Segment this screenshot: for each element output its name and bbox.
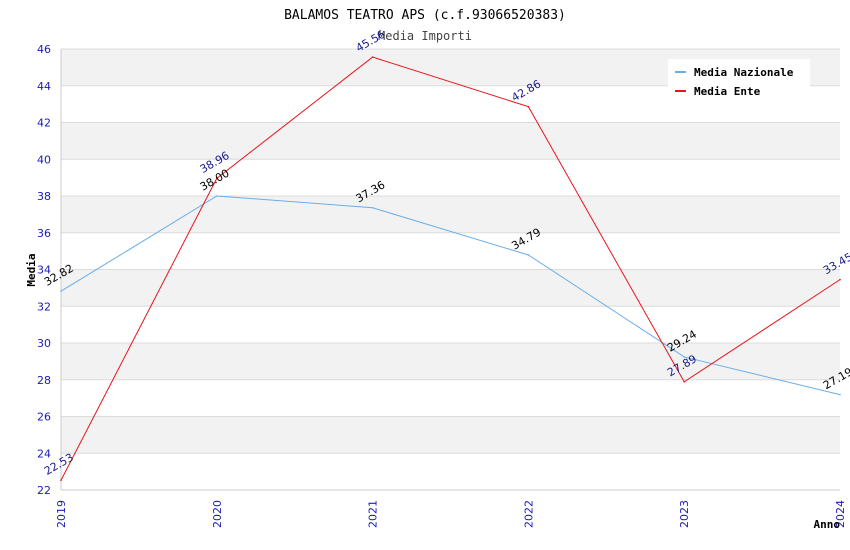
- series-line: [60, 195, 841, 396]
- x-tick-label: 2021: [367, 500, 380, 528]
- grid-band: [61, 306, 840, 343]
- y-tick-label: 44: [37, 80, 51, 93]
- grid-band: [61, 232, 840, 270]
- data-point: [683, 380, 685, 383]
- x-tick-label: 2022: [522, 500, 535, 528]
- data-point: [527, 254, 530, 256]
- series-line: [60, 56, 841, 481]
- x-tick-label: 2020: [211, 500, 224, 528]
- x-tick-label: 2019: [55, 500, 68, 528]
- chart-title: BALAMOS TEATRO APS (c.f.93066520383): [284, 8, 566, 23]
- grid-band: [61, 196, 840, 233]
- y-tick-label: 40: [37, 153, 51, 166]
- y-tick-label: 22: [37, 484, 51, 497]
- data-point: [60, 290, 62, 292]
- y-tick-label: 26: [37, 411, 51, 424]
- chart-subtitle: Media Importi: [378, 29, 472, 43]
- legend-box: [668, 59, 810, 101]
- data-point: [371, 56, 374, 58]
- data-point: [60, 479, 62, 482]
- y-tick-label: 42: [37, 117, 51, 130]
- y-axis-label: Media: [25, 253, 38, 286]
- data-point: [839, 393, 841, 396]
- grid-lines: [60, 48, 840, 491]
- y-tick-label: 32: [37, 300, 51, 313]
- grid-band: [61, 159, 840, 196]
- y-tick-label: 28: [37, 374, 51, 387]
- y-tick-label: 34: [37, 264, 51, 277]
- grid-band: [61, 343, 840, 380]
- y-tick-label: 30: [37, 337, 51, 350]
- data-point: [371, 206, 374, 209]
- grid-band: [61, 379, 840, 417]
- legend-label: Media Ente: [694, 85, 761, 98]
- y-tick-label: 36: [37, 227, 51, 240]
- grid-band: [61, 269, 840, 307]
- x-tick-label: 2024: [834, 500, 847, 528]
- grid-bands: [61, 49, 840, 490]
- y-tick-label: 24: [37, 447, 51, 460]
- data-point: [216, 177, 218, 180]
- legend: Media Nazionale Media Ente: [668, 59, 810, 101]
- series-lines: [60, 56, 841, 482]
- data-point: [527, 105, 530, 108]
- data-point: [216, 195, 218, 197]
- x-axis-label: Anno: [814, 518, 841, 531]
- x-axis-ticks: 2019 2020 2021 2022 2023 2024: [55, 500, 847, 528]
- grid-band: [61, 416, 840, 454]
- grid-band: [61, 453, 840, 490]
- grid-band: [61, 122, 840, 160]
- y-axis-ticks: 22 24 26 28 30 32 34 36 38 40 42 44 46: [37, 43, 51, 497]
- x-tick-label: 2023: [678, 500, 691, 528]
- y-tick-label: 38: [37, 190, 51, 203]
- data-point: [839, 278, 841, 281]
- data-point: [683, 356, 685, 358]
- y-tick-label: 46: [37, 43, 51, 56]
- legend-label: Media Nazionale: [694, 66, 794, 79]
